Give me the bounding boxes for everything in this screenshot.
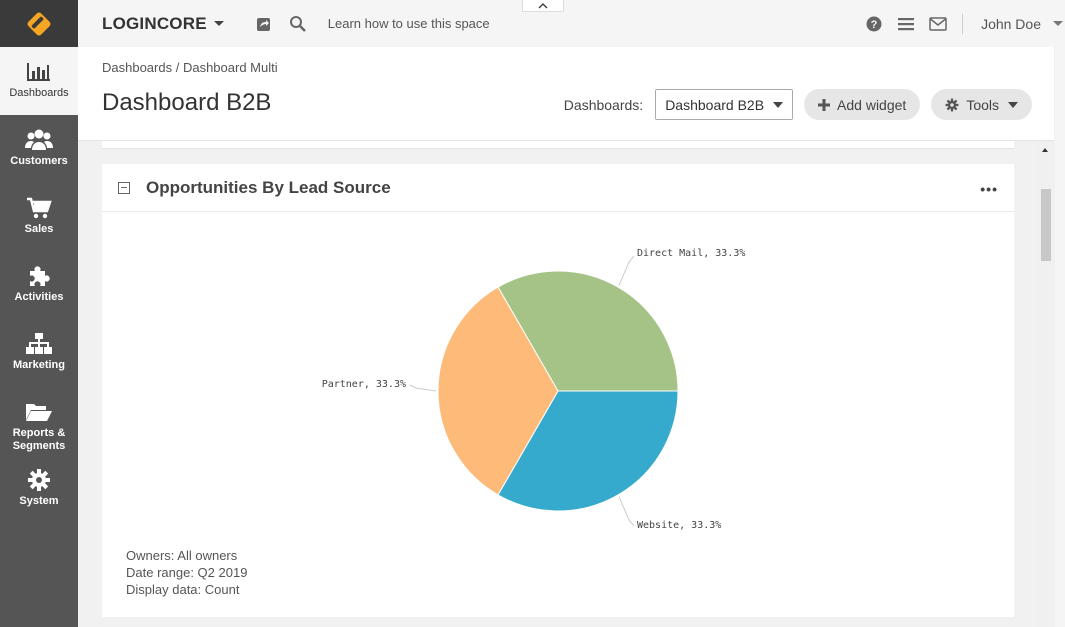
mail-icon[interactable] bbox=[928, 14, 948, 34]
collapse-header-button[interactable] bbox=[522, 0, 564, 12]
sidebar-item-system[interactable]: System bbox=[0, 455, 78, 523]
bar-chart-icon bbox=[25, 60, 53, 84]
collapse-icon[interactable] bbox=[118, 181, 130, 194]
search-icon[interactable] bbox=[288, 14, 308, 34]
pie-leader-line bbox=[409, 384, 437, 392]
sitemap-icon bbox=[25, 332, 53, 356]
chevron-down-icon bbox=[1008, 101, 1018, 108]
widget-filters: Owners: All owners Date range: Q2 2019 D… bbox=[126, 547, 247, 598]
sidebar-item-reports-segments[interactable]: Reports & Segments bbox=[0, 387, 78, 455]
app-switcher[interactable]: LOGINCORE bbox=[102, 14, 224, 34]
sidebar-item-label: Activities bbox=[14, 291, 64, 303]
sidebar-item-label: Marketing bbox=[13, 359, 65, 371]
pie-leader-line bbox=[618, 255, 635, 286]
add-widget-label: Add widget bbox=[837, 96, 907, 113]
app-logo[interactable] bbox=[0, 0, 78, 47]
gear-icon bbox=[945, 98, 959, 112]
share-icon[interactable] bbox=[254, 14, 274, 34]
dashboard-select[interactable]: Dashboard B2B bbox=[655, 89, 794, 120]
plus-icon bbox=[818, 98, 831, 111]
list-menu-icon[interactable] bbox=[896, 14, 916, 34]
scrollbar[interactable] bbox=[1037, 141, 1055, 627]
sidebar-item-label: Customers bbox=[10, 155, 68, 167]
puzzle-icon bbox=[25, 264, 53, 288]
breadcrumb-dashboard-multi[interactable]: Dashboard Multi bbox=[182, 60, 278, 75]
pie-label: Direct Mail, 33.3% bbox=[637, 248, 745, 259]
filter-date-range: Date range: Q2 2019 bbox=[126, 565, 248, 580]
previous-widget bbox=[102, 141, 1014, 149]
pie-leader-line bbox=[618, 496, 635, 527]
sidebar-item-label: Sales bbox=[24, 223, 54, 235]
tools-label: Tools bbox=[966, 96, 999, 113]
topbar-right: ? John Doe bbox=[864, 0, 1065, 47]
sidebar: Dashboards Customers Sales Activities Ma… bbox=[0, 0, 78, 627]
topbar: LOGINCORE Learn how to use this space ? … bbox=[78, 0, 1065, 47]
sidebar-item-sales[interactable]: Sales bbox=[0, 183, 78, 251]
filter-display-data: Display data: Count bbox=[126, 582, 240, 597]
users-icon bbox=[25, 128, 53, 152]
sidebar-item-marketing[interactable]: Marketing bbox=[0, 319, 78, 387]
scroll-up-arrow-icon[interactable] bbox=[1042, 148, 1048, 152]
pie-label: Website, 33.3% bbox=[637, 520, 721, 531]
widget-menu-button[interactable]: ••• bbox=[980, 181, 998, 197]
svg-text:?: ? bbox=[871, 19, 878, 31]
pie-slice[interactable] bbox=[497, 270, 679, 392]
widget-title: Opportunities By Lead Source bbox=[146, 177, 391, 197]
breadcrumb: Dashboards / Dashboard Multi bbox=[102, 60, 278, 75]
pie-label: Partner, 33.3% bbox=[322, 379, 406, 390]
breadcrumb-separator: / bbox=[172, 60, 183, 75]
dashboard-select-value: Dashboard B2B bbox=[665, 96, 765, 113]
learn-link[interactable]: Learn how to use this space bbox=[327, 16, 490, 31]
pie-chart: Direct Mail, 33.3% Website, 33.3% Partner,… bbox=[322, 248, 746, 531]
page-header: Dashboards / Dashboard Multi Dashboard B… bbox=[78, 47, 1054, 141]
window-edge bbox=[1055, 47, 1065, 627]
chevron-down-icon bbox=[213, 21, 224, 26]
pie-slice[interactable] bbox=[437, 286, 559, 496]
widget-header: Opportunities By Lead Source ••• bbox=[102, 164, 1014, 212]
tools-button[interactable]: Tools bbox=[931, 89, 1032, 120]
shopping-cart-icon bbox=[25, 196, 53, 220]
sidebar-item-label: System bbox=[19, 495, 59, 507]
filter-owners: Owners: All owners bbox=[126, 548, 238, 563]
add-widget-button[interactable]: Add widget bbox=[804, 89, 921, 120]
breadcrumb-dashboards[interactable]: Dashboards bbox=[102, 60, 173, 75]
scroll-thumb[interactable] bbox=[1041, 189, 1051, 261]
header-actions: Dashboards: Dashboard B2B Add widget Too… bbox=[564, 89, 1032, 120]
folder-open-icon bbox=[25, 400, 53, 424]
sidebar-item-activities[interactable]: Activities bbox=[0, 251, 78, 319]
sidebar-item-customers[interactable]: Customers bbox=[0, 115, 78, 183]
sidebar-item-label: Dashboards bbox=[9, 87, 69, 99]
divider bbox=[962, 13, 964, 34]
widget-opportunities-by-lead-source: Opportunities By Lead Source ••• Direct … bbox=[102, 164, 1014, 617]
logo-icon bbox=[27, 12, 51, 35]
chevron-up-icon bbox=[538, 2, 548, 8]
page-title: Dashboard B2B bbox=[102, 89, 272, 116]
sidebar-item-label: Reports & Segments bbox=[12, 427, 66, 452]
chevron-down-icon bbox=[773, 101, 784, 108]
app-name: LOGINCORE bbox=[102, 13, 207, 33]
pie-slice[interactable] bbox=[497, 390, 679, 512]
help-icon[interactable]: ? bbox=[864, 14, 884, 34]
chevron-down-icon[interactable] bbox=[1053, 21, 1063, 26]
user-menu[interactable]: John Doe bbox=[981, 15, 1041, 32]
dashboards-label: Dashboards: bbox=[563, 96, 644, 113]
gear-icon bbox=[25, 468, 53, 492]
sidebar-item-dashboards[interactable]: Dashboards bbox=[0, 47, 78, 115]
